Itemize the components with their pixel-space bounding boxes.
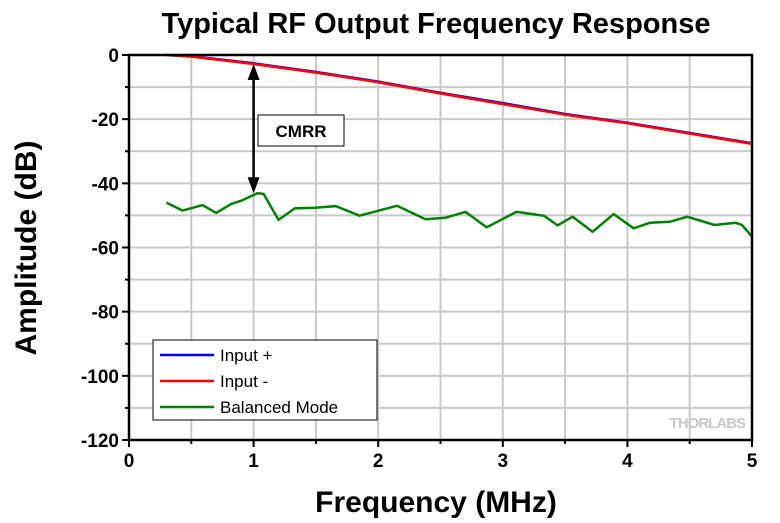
y-tick-label: -120 bbox=[81, 431, 119, 452]
legend: Input + Input - Balanced Mode bbox=[152, 339, 378, 421]
x-tick-label: 2 bbox=[373, 451, 384, 472]
y-tick-label: 0 bbox=[108, 46, 119, 67]
x-tick-label: 3 bbox=[498, 451, 509, 472]
x-axis-label: Frequency (MHz) bbox=[315, 486, 557, 519]
legend-label-input-plus: Input + bbox=[220, 346, 273, 365]
cmrr-arrow-head-up bbox=[247, 63, 260, 80]
cmrr-arrow-head-down bbox=[247, 177, 260, 194]
y-tick-label: -100 bbox=[81, 367, 119, 388]
y-tick-label: -20 bbox=[92, 110, 119, 131]
y-tick-label: -80 bbox=[92, 303, 119, 324]
y-tick-label: -40 bbox=[92, 174, 119, 195]
chart-title: Typical RF Output Frequency Response bbox=[162, 8, 711, 40]
series-line-input bbox=[166, 53, 753, 146]
cmrr-annotation: CMRR bbox=[247, 63, 345, 194]
series-line-balanced-mode bbox=[165, 192, 753, 238]
y-tick-label: -60 bbox=[92, 239, 119, 260]
cmrr-label: CMRR bbox=[276, 122, 327, 141]
thorlabs-watermark: THORLABS bbox=[670, 415, 746, 432]
plot-frame bbox=[127, 53, 754, 442]
legend-label-input-minus: Input - bbox=[220, 372, 268, 391]
legend-label-balanced-mode: Balanced Mode bbox=[220, 398, 338, 417]
y-axis-label: Amplitude (dB) bbox=[10, 141, 43, 356]
x-tick-label: 5 bbox=[747, 451, 758, 472]
x-tick-label: 0 bbox=[124, 451, 135, 472]
x-tick-label: 4 bbox=[622, 451, 633, 472]
x-tick-label: 1 bbox=[248, 451, 259, 472]
ticks: 0 1 2 3 4 5 0 -20 -40 -60 -80 -100 -120 bbox=[81, 46, 758, 472]
cmrr-label-box bbox=[257, 114, 345, 147]
series-group bbox=[165, 53, 753, 238]
